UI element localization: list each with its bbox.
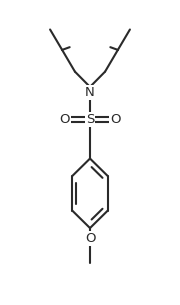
Text: O: O [85,232,95,245]
Text: S: S [86,113,94,126]
Text: N: N [85,86,95,99]
Text: O: O [111,113,121,126]
Text: O: O [59,113,69,126]
